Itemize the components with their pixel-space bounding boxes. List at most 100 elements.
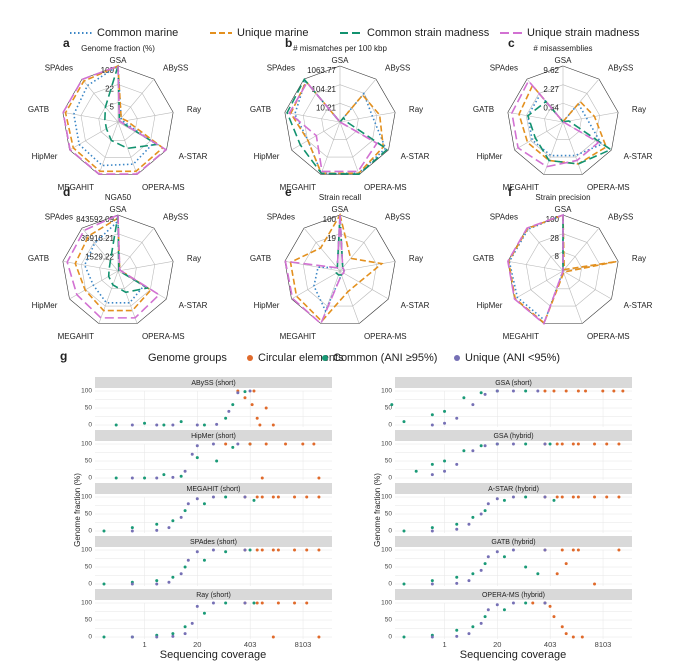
point (483, 562, 487, 566)
point (317, 495, 321, 499)
point (102, 529, 106, 533)
axis-label: ABySS (385, 63, 410, 72)
point (211, 601, 215, 605)
point (167, 526, 171, 530)
spoke (284, 111, 341, 123)
point (264, 442, 268, 446)
point (430, 473, 434, 477)
strip-label: GSA (short) (495, 380, 532, 387)
strip-label: MEGAHIT (short) (187, 486, 241, 493)
axis-label: GATB (28, 254, 49, 263)
point (502, 498, 506, 502)
point (155, 635, 159, 639)
point (130, 423, 134, 427)
point (252, 601, 256, 605)
point (479, 391, 483, 395)
strip (95, 536, 332, 547)
spoke (339, 270, 360, 324)
r-tick-label: 1063.77 (307, 66, 336, 75)
point (195, 550, 199, 554)
spoke (339, 227, 377, 272)
point (571, 635, 575, 639)
spoke (562, 111, 619, 123)
y-tick-label: 100 (81, 388, 92, 395)
y-tick-label: 0 (88, 581, 92, 588)
grid-ring (80, 233, 156, 307)
axis-label: Ray (187, 254, 201, 263)
point (548, 442, 552, 446)
point (305, 495, 309, 499)
axis-label: GSA (110, 56, 128, 65)
axis-label: OPERA-MS (142, 332, 185, 341)
point (155, 476, 159, 480)
axis-label: HipMer (477, 152, 503, 161)
point (471, 449, 475, 453)
y-tick-label: 100 (81, 547, 92, 554)
point (317, 635, 321, 639)
point (155, 522, 159, 526)
x-tick-label: 20 (493, 640, 501, 649)
panel-label: f (508, 185, 513, 199)
point (171, 634, 175, 638)
y-tick-label: 50 (385, 564, 393, 571)
point (479, 568, 483, 572)
axis-label: GSA (555, 56, 573, 65)
point (564, 632, 568, 636)
spoke (98, 270, 119, 324)
point (455, 527, 459, 531)
axis-label: A-STAR (624, 152, 653, 161)
y-tick-label: 50 (85, 405, 93, 412)
y-tick-label: 50 (85, 511, 93, 518)
point (402, 529, 406, 533)
strip (395, 377, 632, 388)
point (179, 420, 183, 424)
strip (395, 589, 632, 600)
axis-label: HipMer (32, 301, 58, 310)
point (467, 579, 471, 583)
point (255, 416, 259, 420)
axis-label: ABySS (608, 212, 633, 221)
radar-line (288, 81, 379, 173)
y-tick-label: 100 (381, 388, 392, 395)
point (495, 550, 499, 554)
r-tick-label: 100 (323, 215, 337, 224)
legend-label: Unique (ANI <95%) (465, 352, 560, 364)
x-tick-label: 1 (142, 640, 146, 649)
point (580, 635, 584, 639)
point (271, 423, 275, 427)
point (243, 495, 247, 499)
point (183, 632, 187, 636)
spoke (98, 121, 119, 175)
legend-swatch (322, 355, 328, 361)
point (471, 403, 475, 407)
point (255, 495, 259, 499)
radar-line (284, 214, 345, 325)
radar-line (62, 64, 168, 175)
point (258, 423, 262, 427)
point (130, 476, 134, 480)
grid-ring (302, 233, 378, 307)
y-tick-label: 0 (388, 581, 392, 588)
y-tick-label: 0 (388, 422, 392, 429)
x-axis-title: Sequencing coverage (460, 649, 566, 661)
point (183, 509, 187, 513)
point (293, 601, 297, 605)
axis-label: HipMer (254, 152, 280, 161)
point (455, 581, 459, 585)
point (179, 474, 183, 478)
point (576, 548, 580, 552)
point (471, 515, 475, 519)
y-tick-label: 0 (88, 634, 92, 641)
point (317, 476, 321, 480)
point (524, 565, 528, 569)
point (162, 473, 166, 477)
axis-label: GATB (473, 105, 494, 114)
point (236, 442, 240, 446)
point (243, 548, 247, 552)
r-tick-label: 19 (327, 234, 336, 243)
x-tick-label: 8103 (295, 640, 312, 649)
point (443, 421, 447, 425)
axis-label: Ray (409, 254, 423, 263)
strip-label: OPERA-MS (hybrid) (482, 592, 545, 599)
grid-ring (284, 65, 396, 175)
